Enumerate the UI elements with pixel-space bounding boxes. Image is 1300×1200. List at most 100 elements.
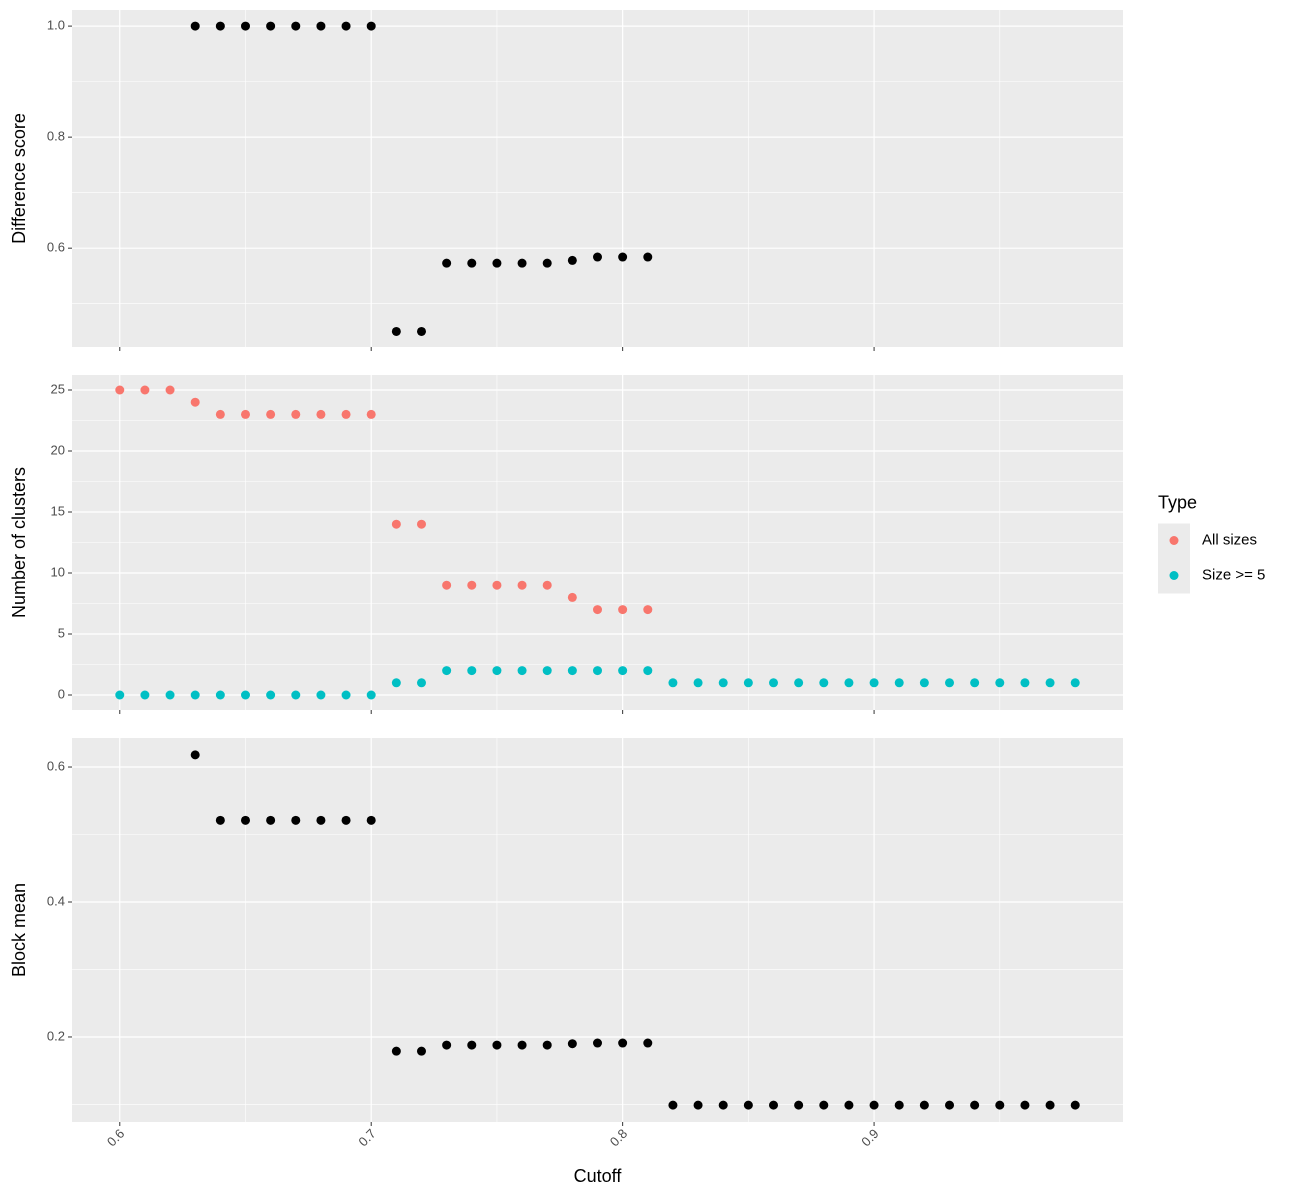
x-tick-label: 0.9 [858, 1126, 881, 1149]
point [190, 690, 200, 700]
point [492, 580, 502, 590]
y-tick-label: 0.8 [47, 129, 65, 144]
point [1045, 678, 1055, 688]
point [769, 1100, 779, 1110]
point [291, 409, 301, 419]
point [492, 666, 502, 676]
point [467, 580, 477, 590]
y-tick-label: 5 [58, 625, 65, 640]
point [416, 326, 426, 336]
point [140, 690, 150, 700]
point [492, 258, 502, 268]
point [668, 1100, 678, 1110]
y-tick-label: 10 [51, 564, 65, 579]
y-tick-label: 0 [58, 686, 65, 701]
point [1045, 1100, 1055, 1110]
legend-label: Size >= 5 [1202, 566, 1265, 583]
point [593, 1038, 602, 1048]
point [165, 385, 175, 395]
point [643, 1038, 653, 1048]
point [391, 519, 401, 529]
point [215, 409, 225, 419]
point [995, 1100, 1005, 1110]
x-tick-label: 0.7 [355, 1126, 378, 1149]
point [115, 385, 125, 395]
point [819, 1100, 829, 1110]
point [416, 1046, 426, 1056]
point [266, 21, 276, 31]
panel-background [72, 738, 1123, 1122]
point [618, 605, 628, 615]
point [970, 678, 980, 688]
point [190, 21, 200, 31]
y-tick-label: 25 [51, 381, 65, 396]
point [190, 750, 200, 760]
point [618, 1038, 628, 1048]
point [1070, 678, 1080, 688]
point [416, 678, 426, 688]
point [215, 21, 225, 31]
point [467, 258, 477, 268]
point [894, 1100, 904, 1110]
point [693, 678, 703, 688]
point [819, 678, 829, 688]
point [1070, 1100, 1080, 1110]
point [618, 666, 628, 676]
point [391, 1046, 401, 1056]
point [693, 1100, 703, 1110]
point [266, 815, 276, 825]
point [517, 666, 527, 676]
point [542, 1040, 552, 1050]
point [869, 1100, 879, 1110]
legend-title: Type [1158, 492, 1197, 512]
legend-marker [1169, 571, 1179, 580]
point [593, 252, 602, 262]
x-axis-title: Cutoff [574, 1166, 623, 1186]
point [366, 21, 376, 31]
point [593, 666, 602, 676]
point [316, 815, 326, 825]
point [869, 678, 879, 688]
point [542, 258, 552, 268]
point [643, 605, 653, 615]
point [240, 21, 250, 31]
point [266, 690, 276, 700]
point [517, 580, 527, 590]
point [291, 815, 301, 825]
x-tick-label: 0.8 [607, 1126, 630, 1149]
point [467, 666, 477, 676]
point [115, 690, 125, 700]
legend-label: All sizes [1202, 531, 1257, 548]
point [341, 690, 351, 700]
point [416, 519, 426, 529]
x-tick-label: 0.6 [104, 1126, 127, 1149]
point [215, 815, 225, 825]
point [316, 690, 326, 700]
point [190, 397, 200, 407]
panel-background [72, 10, 1123, 347]
point [391, 678, 401, 688]
point [341, 409, 351, 419]
point [542, 666, 552, 676]
point [316, 21, 326, 31]
point [341, 21, 351, 31]
point [366, 815, 376, 825]
point [366, 690, 376, 700]
point [844, 1100, 854, 1110]
point [970, 1100, 980, 1110]
legend-key-background [1158, 523, 1190, 594]
point [266, 409, 276, 419]
point [567, 666, 577, 676]
point [794, 678, 804, 688]
point [743, 678, 753, 688]
point [140, 385, 150, 395]
point [542, 580, 552, 590]
point [1020, 678, 1030, 688]
point [316, 409, 326, 419]
point [668, 678, 678, 688]
point [517, 1040, 527, 1050]
point [643, 252, 653, 262]
point [794, 1100, 804, 1110]
point [894, 678, 904, 688]
point [240, 815, 250, 825]
